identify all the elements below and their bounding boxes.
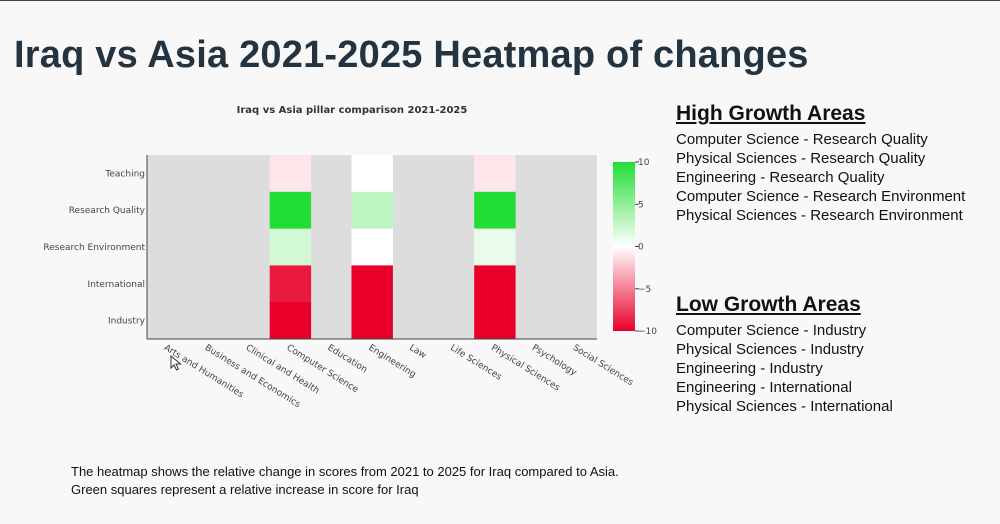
high-growth-item: Computer Science - Research Environment [676, 188, 966, 205]
high-growth-list: Computer Science - Research Quality Phys… [676, 130, 965, 225]
low-growth-item: Engineering - Industry [676, 360, 823, 377]
heatmap-cell [269, 265, 312, 303]
heatmap-cell [269, 302, 312, 340]
low-growth-item: Physical Sciences - Industry [676, 341, 864, 358]
high-growth-item: Computer Science - Research Quality [676, 131, 928, 148]
high-growth-item: Physical Sciences - Research Quality [676, 150, 926, 167]
colorbar [613, 162, 635, 331]
x-tick-label: Social Sciences [571, 343, 635, 388]
heatmap-cell [351, 228, 393, 266]
heatmap-cell [351, 302, 393, 340]
low-growth-item: Physical Sciences - International [676, 398, 893, 415]
heatmap-cell [351, 191, 393, 230]
colorbar-tick-label: 0 [638, 243, 644, 253]
chart-caption: The heatmap shows the relative change in… [71, 463, 619, 499]
heatmap-cell [474, 302, 516, 340]
low-growth-heading: Low Growth Areas [676, 293, 861, 316]
chart-title: Iraq vs Asia pillar comparison 2021-2025 [237, 105, 468, 116]
low-growth-list: Computer Science - Industry Physical Sci… [676, 321, 893, 416]
y-tick-label: Teaching [104, 169, 145, 179]
high-growth-panel: High Growth Areas Computer Science - Res… [676, 102, 965, 225]
caption-line-2: Green squares represent a relative incre… [71, 482, 419, 497]
high-growth-heading: High Growth Areas [676, 102, 866, 125]
low-growth-panel: Low Growth Areas Computer Science - Indu… [676, 293, 893, 416]
heatmap-cell [351, 265, 393, 303]
colorbar-tick-label: 5 [638, 200, 644, 210]
caption-line-1: The heatmap shows the relative change in… [71, 464, 619, 479]
colorbar-tick-label: −5 [638, 285, 651, 295]
top-border-line [0, 0, 1000, 1]
heatmap-cell [474, 191, 516, 230]
high-growth-item: Engineering - Research Quality [676, 169, 885, 186]
y-tick-label: Research Quality [69, 206, 146, 216]
high-growth-item: Physical Sciences - Research Environment [676, 207, 963, 224]
y-tick-label: International [88, 280, 145, 290]
heatmap-cell [269, 228, 312, 266]
x-tick-label: Computer Science [285, 343, 361, 395]
low-growth-item: Engineering - International [676, 379, 852, 396]
y-tick-label: Industry [108, 317, 146, 327]
heatmap-cell [269, 155, 312, 193]
y-tick-label: Research Environment [43, 243, 145, 253]
colorbar-tick-label: −10 [638, 327, 657, 337]
heatmap-cell [351, 155, 393, 193]
low-growth-item: Computer Science - Industry [676, 322, 867, 339]
slide-title: Iraq vs Asia 2021-2025 Heatmap of change… [14, 34, 809, 76]
heatmap-cell [269, 191, 312, 230]
colorbar-tick-label: 10 [638, 158, 650, 168]
x-tick-label: Law [407, 343, 427, 361]
heatmap-cell [474, 228, 516, 266]
heatmap-chart: Iraq vs Asia pillar comparison 2021-2025… [43, 105, 657, 410]
heatmap-cell [474, 265, 516, 303]
heatmap-cell [474, 155, 516, 193]
mouse-pointer-icon [170, 355, 182, 371]
x-tick-label: Physical Sciences [489, 343, 562, 394]
